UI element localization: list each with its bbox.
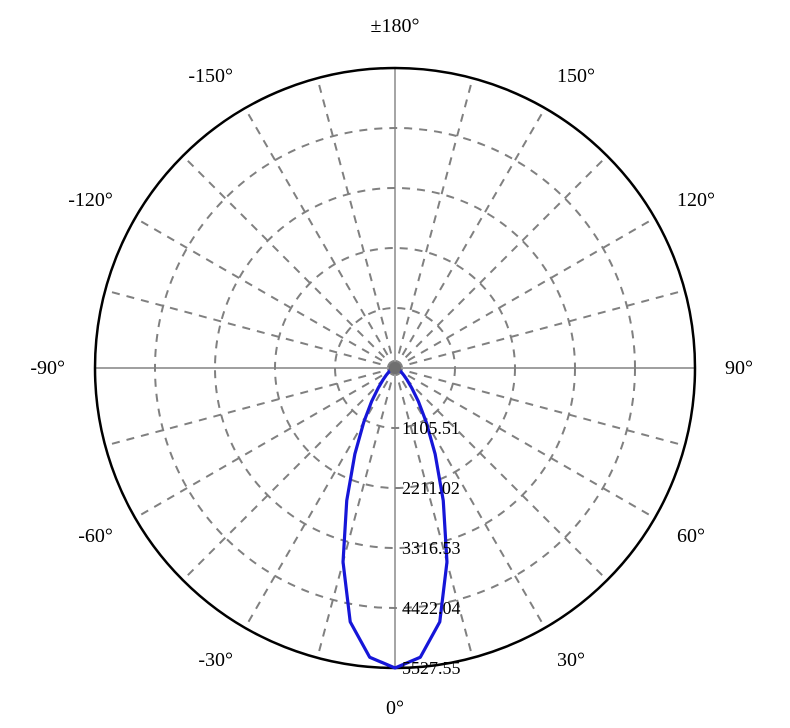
radial-tick-label: 2211.02: [402, 478, 460, 498]
angle-tick-label: 60°: [677, 525, 705, 547]
angle-tick-label: -60°: [78, 525, 113, 547]
angle-tick-label: ±180°: [371, 15, 420, 37]
angle-tick-label: 0°: [386, 697, 404, 719]
polar-svg: 1105.51 2211.02 3316.53 4422.04 5527.55 ±180°…: [0, 0, 790, 728]
radial-tick-label: 4422.04: [402, 598, 461, 618]
radial-tick-label: 1105.51: [402, 418, 460, 438]
radial-tick-label: 3316.53: [402, 538, 461, 558]
angle-tick-label: -30°: [198, 649, 233, 671]
radial-tick-label: 5527.55: [402, 658, 461, 678]
angle-tick-label: -150°: [188, 65, 233, 87]
angle-tick-label: -90°: [30, 357, 65, 379]
center-hub: [389, 362, 401, 374]
angle-tick-label: 150°: [557, 65, 595, 87]
polar-chart: 1105.51 2211.02 3316.53 4422.04 5527.55 ±180°…: [0, 0, 790, 728]
angle-tick-label: 120°: [677, 189, 715, 211]
angle-tick-label: 30°: [557, 649, 585, 671]
angle-tick-label: 90°: [725, 357, 753, 379]
angle-tick-label: -120°: [68, 189, 113, 211]
